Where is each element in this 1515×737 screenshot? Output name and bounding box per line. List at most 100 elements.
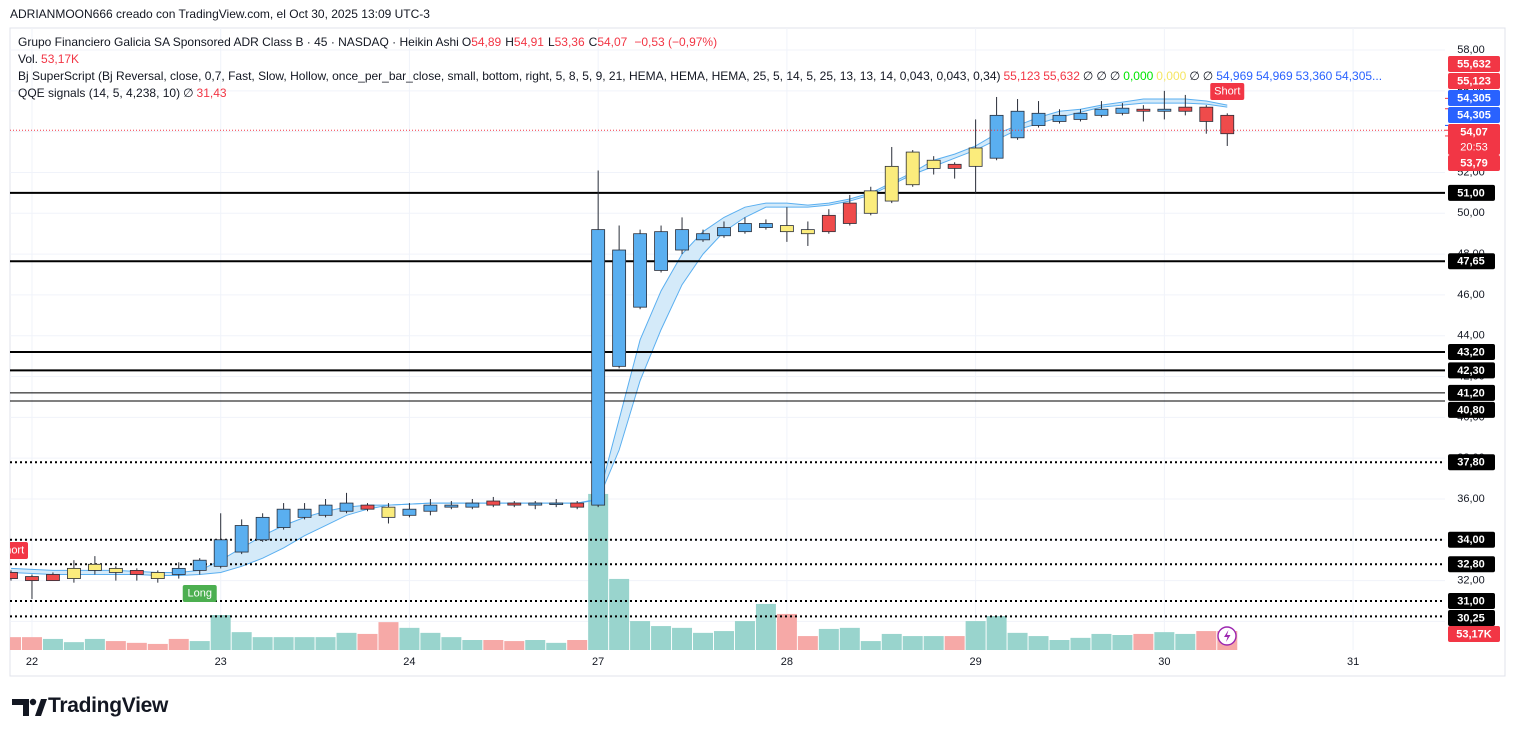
x-tick-label: 22 bbox=[26, 656, 38, 668]
qqe-value: ∅ bbox=[183, 86, 194, 100]
volume-bar bbox=[336, 632, 357, 650]
candle-body bbox=[1199, 106, 1214, 122]
volume-bar bbox=[1007, 632, 1028, 650]
volume-bar bbox=[420, 632, 441, 650]
volume-bar bbox=[1175, 633, 1196, 650]
y-tick-label: 46,00 bbox=[1457, 289, 1485, 301]
level-label-box bbox=[1448, 184, 1495, 201]
volume-bar bbox=[546, 642, 567, 650]
volume-bar bbox=[252, 637, 273, 650]
volume-bar bbox=[231, 632, 252, 650]
x-tick-label: 29 bbox=[969, 656, 981, 668]
indicator-row: Bj SuperScript (Bj Reversal, close, 0,7,… bbox=[18, 68, 1385, 85]
signal-label: Short bbox=[1214, 85, 1240, 97]
volume-bar bbox=[63, 642, 84, 650]
level-label-box bbox=[1448, 593, 1495, 610]
ohlc-item: O54,89 bbox=[462, 35, 501, 49]
volume-bar bbox=[126, 642, 147, 650]
price-label-box bbox=[1448, 90, 1500, 106]
candle-body bbox=[821, 214, 836, 233]
volume-bar bbox=[860, 641, 881, 650]
candle-body bbox=[612, 249, 627, 367]
indicator-value: 54,305... bbox=[1335, 69, 1383, 83]
cloud-line bbox=[10, 102, 1228, 577]
volume-bar bbox=[21, 637, 42, 650]
volume-label-box bbox=[1448, 626, 1500, 642]
candle-body bbox=[947, 163, 962, 169]
level-label-box bbox=[1448, 384, 1495, 401]
price-label: 55,632 bbox=[1457, 58, 1491, 70]
candle-body bbox=[276, 508, 291, 528]
level-label: 34,00 bbox=[1457, 534, 1485, 546]
cloud-line bbox=[10, 98, 1228, 573]
ohlc-key: H bbox=[505, 35, 514, 49]
candle-body bbox=[842, 202, 857, 224]
volume-bar bbox=[357, 633, 378, 650]
level-label: 32,80 bbox=[1457, 559, 1485, 571]
volume-bar bbox=[986, 616, 1007, 650]
candle-body bbox=[25, 576, 39, 582]
volume-bar bbox=[525, 640, 546, 650]
volume-bar bbox=[168, 638, 189, 650]
candle-body bbox=[360, 504, 375, 510]
candle-body bbox=[150, 572, 165, 579]
level-label: 42,30 bbox=[1457, 365, 1485, 377]
symbol-row: Grupo Financiero Galicia SA Sponsored AD… bbox=[18, 34, 1385, 51]
volume-bar bbox=[84, 638, 105, 650]
volume-bar bbox=[315, 637, 336, 650]
volume-bar bbox=[923, 636, 944, 650]
volume-bar bbox=[734, 621, 755, 650]
x-tick-label: 28 bbox=[781, 656, 793, 668]
volume-bar bbox=[42, 638, 63, 650]
candle-body bbox=[1031, 112, 1046, 126]
candle-body bbox=[255, 516, 270, 541]
volume-bar bbox=[713, 631, 734, 650]
volume-bar bbox=[273, 637, 294, 650]
candle-body bbox=[654, 231, 668, 271]
candle-body bbox=[192, 559, 207, 571]
price-label-box bbox=[1448, 107, 1500, 123]
candle-body bbox=[1094, 108, 1109, 116]
level-label: 30,25 bbox=[1457, 612, 1485, 624]
x-tick-label: 24 bbox=[403, 656, 415, 668]
volume-bar bbox=[693, 632, 714, 650]
volume-bar bbox=[755, 603, 776, 650]
x-tick-label: 30 bbox=[1158, 656, 1170, 668]
volume-bar bbox=[902, 636, 923, 650]
candle-body bbox=[1010, 110, 1025, 139]
y-tick-label: 44,00 bbox=[1457, 330, 1485, 342]
signal-label: Long bbox=[187, 587, 211, 599]
symbol: Grupo Financiero Galicia SA Sponsored AD… bbox=[18, 35, 459, 49]
candle-body bbox=[1115, 107, 1130, 114]
candle-body bbox=[10, 572, 18, 579]
y-tick-label: 58,00 bbox=[1457, 44, 1485, 56]
ohlc-value: 54,89 bbox=[471, 35, 502, 49]
legend: Grupo Financiero Galicia SA Sponsored AD… bbox=[18, 34, 1385, 102]
candle-body bbox=[46, 574, 60, 582]
candle-body bbox=[67, 567, 81, 579]
price-axis: 30,0032,0034,0036,0038,0040,0042,0044,00… bbox=[1445, 44, 1500, 642]
candle-body bbox=[1178, 106, 1193, 112]
volume-bar bbox=[651, 626, 672, 650]
x-tick-label: 31 bbox=[1347, 656, 1359, 668]
volume-label: 53,17K bbox=[1456, 628, 1492, 640]
ohlc-value: 54,91 bbox=[513, 35, 544, 49]
signal-box bbox=[182, 585, 217, 602]
level-label-box bbox=[1448, 531, 1495, 548]
level-label-box bbox=[1448, 556, 1495, 573]
volume-bar bbox=[1028, 636, 1049, 650]
price-label-box bbox=[1448, 73, 1500, 89]
signal-box bbox=[1210, 83, 1245, 100]
price-label-box bbox=[1448, 124, 1500, 155]
volume-bar bbox=[839, 627, 860, 650]
level-label-box bbox=[1448, 610, 1495, 627]
volume-bar bbox=[294, 637, 315, 650]
brand: TradingView bbox=[48, 694, 169, 717]
level-label: 37,80 bbox=[1457, 457, 1485, 469]
volume-bar bbox=[1154, 632, 1175, 650]
alert-icon[interactable] bbox=[1217, 626, 1237, 646]
indicator-value: ∅ bbox=[1109, 69, 1121, 83]
candle-body bbox=[570, 502, 585, 508]
